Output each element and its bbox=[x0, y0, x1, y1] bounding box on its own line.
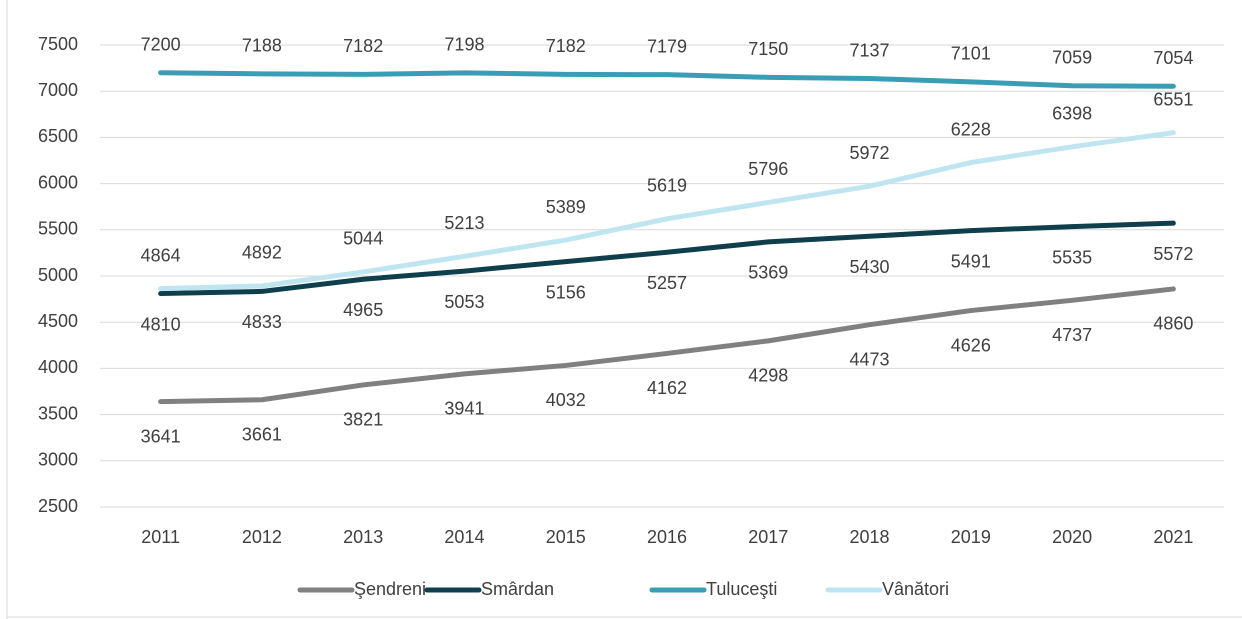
x-tick-label: 2018 bbox=[850, 527, 890, 547]
x-tick-label: 2017 bbox=[748, 527, 788, 547]
data-label: 5156 bbox=[546, 282, 586, 302]
data-label: 5430 bbox=[850, 257, 890, 277]
data-label: 6398 bbox=[1052, 104, 1092, 124]
data-label: 5044 bbox=[343, 229, 383, 249]
series-line bbox=[158, 220, 1176, 297]
data-label: 5257 bbox=[647, 273, 687, 293]
data-label: 5053 bbox=[444, 292, 484, 312]
y-tick-label: 7500 bbox=[38, 34, 78, 54]
data-label: 7179 bbox=[647, 36, 687, 56]
x-tick-label: 2021 bbox=[1153, 527, 1193, 547]
data-label: 5796 bbox=[748, 159, 788, 179]
data-label: 4864 bbox=[141, 245, 181, 265]
data-label: 4892 bbox=[242, 243, 282, 263]
data-label: 4032 bbox=[546, 390, 586, 410]
y-tick-label: 3500 bbox=[38, 403, 78, 423]
series-line bbox=[158, 286, 1176, 405]
data-label: 4737 bbox=[1052, 325, 1092, 345]
y-tick-label: 4500 bbox=[38, 311, 78, 331]
data-label: 4473 bbox=[850, 349, 890, 369]
data-label: 7059 bbox=[1052, 47, 1092, 67]
series-line bbox=[158, 130, 1176, 292]
data-label: 5972 bbox=[850, 143, 890, 163]
y-tick-label: 6500 bbox=[38, 126, 78, 146]
data-label: 5213 bbox=[444, 213, 484, 233]
data-label: 7150 bbox=[748, 39, 788, 59]
data-label: 7101 bbox=[951, 44, 991, 64]
data-label: 3941 bbox=[444, 399, 484, 419]
data-label: 5389 bbox=[546, 197, 586, 217]
data-label: 5369 bbox=[748, 263, 788, 283]
data-label: 3641 bbox=[141, 426, 181, 446]
x-tick-label: 2012 bbox=[242, 527, 282, 547]
data-label: 7188 bbox=[242, 36, 282, 56]
y-tick-label: 5000 bbox=[38, 265, 78, 285]
x-tick-label: 2014 bbox=[444, 527, 484, 547]
series-line bbox=[158, 70, 1176, 89]
data-label: 4810 bbox=[141, 314, 181, 334]
data-label: 7137 bbox=[850, 40, 890, 60]
data-label: 5491 bbox=[951, 251, 991, 271]
x-tick-label: 2011 bbox=[141, 527, 180, 547]
data-label: 3661 bbox=[242, 424, 282, 444]
y-tick-label: 7000 bbox=[38, 80, 78, 100]
data-label: 7198 bbox=[444, 35, 484, 55]
y-tick-label: 6000 bbox=[38, 172, 78, 192]
y-tick-label: 4000 bbox=[38, 357, 78, 377]
data-label: 7182 bbox=[546, 36, 586, 56]
data-label: 7182 bbox=[343, 36, 383, 56]
x-tick-label: 2020 bbox=[1052, 527, 1092, 547]
data-label: 4965 bbox=[343, 300, 383, 320]
y-tick-label: 5500 bbox=[38, 219, 78, 239]
x-tick-label: 2015 bbox=[546, 527, 586, 547]
data-label: 4626 bbox=[951, 335, 991, 355]
x-tick-label: 2019 bbox=[951, 527, 991, 547]
legend-label: Tuluceşti bbox=[706, 579, 777, 599]
data-label: 5572 bbox=[1153, 244, 1193, 264]
data-label: 7054 bbox=[1153, 48, 1193, 68]
legend-label: Smârdan bbox=[481, 579, 554, 599]
data-label: 4860 bbox=[1153, 314, 1193, 334]
data-label: 6551 bbox=[1153, 89, 1193, 109]
data-label: 7200 bbox=[141, 34, 181, 54]
data-label: 4162 bbox=[647, 378, 687, 398]
data-label: 4833 bbox=[242, 312, 282, 332]
x-tick-label: 2013 bbox=[343, 527, 383, 547]
legend-label: Vânători bbox=[882, 579, 949, 599]
data-label: 3821 bbox=[343, 410, 383, 430]
y-tick-label: 2500 bbox=[38, 496, 78, 516]
data-label: 5619 bbox=[647, 176, 687, 196]
x-tick-label: 2016 bbox=[647, 527, 687, 547]
data-label: 5535 bbox=[1052, 247, 1092, 267]
data-label: 4298 bbox=[748, 366, 788, 386]
data-label: 6228 bbox=[951, 119, 991, 139]
legend-label: Şendreni bbox=[354, 579, 426, 599]
y-tick-label: 3000 bbox=[38, 450, 78, 470]
